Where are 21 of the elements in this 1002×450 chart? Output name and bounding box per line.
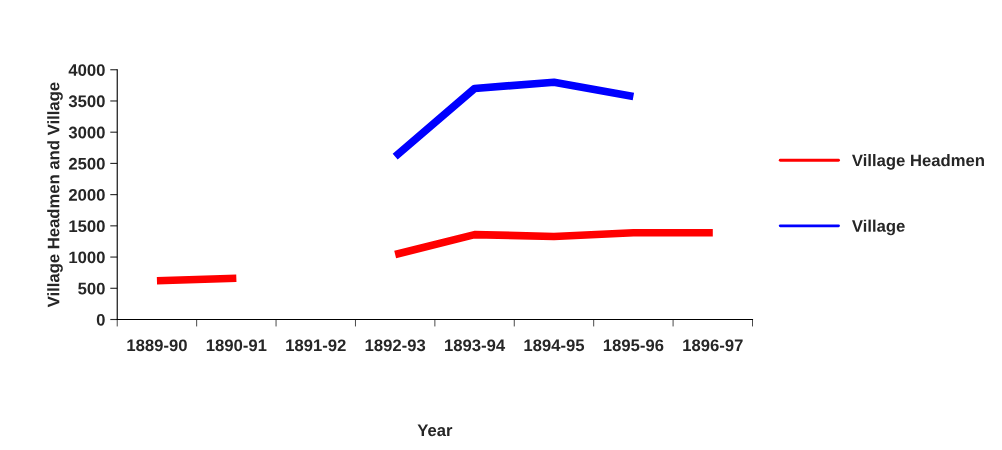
y-tick-label: 1000 <box>69 251 105 264</box>
y-tick-label: 4000 <box>68 64 105 76</box>
y-axis-title: Village Headmen and Village <box>47 82 63 308</box>
y-tick-label: 2000 <box>68 189 105 201</box>
x-axis-title: Year <box>417 424 453 437</box>
x-tick-label: 1896-97 <box>683 339 743 352</box>
x-tick-label: 1894-95 <box>524 339 585 352</box>
legend-label: Village <box>851 219 905 236</box>
x-tick-label: 1890-91 <box>206 339 267 352</box>
x-tick-label: 1895-96 <box>603 339 664 352</box>
y-tick-label: 500 <box>78 282 105 295</box>
y-tick-label: 0 <box>96 313 105 326</box>
y-tick-label: 2500 <box>68 157 105 170</box>
x-tick-label: 1891-92 <box>286 339 346 352</box>
y-tick-label: 1500 <box>69 220 105 233</box>
legend-label: Village Headmen <box>851 154 984 170</box>
y-tick-label: 3500 <box>68 95 105 108</box>
x-tick-label: 1893-94 <box>445 339 506 352</box>
x-tick-label: 1889-90 <box>127 339 187 352</box>
x-tick-label: 1892-93 <box>365 339 426 352</box>
y-tick-label: 3000 <box>68 126 105 139</box>
